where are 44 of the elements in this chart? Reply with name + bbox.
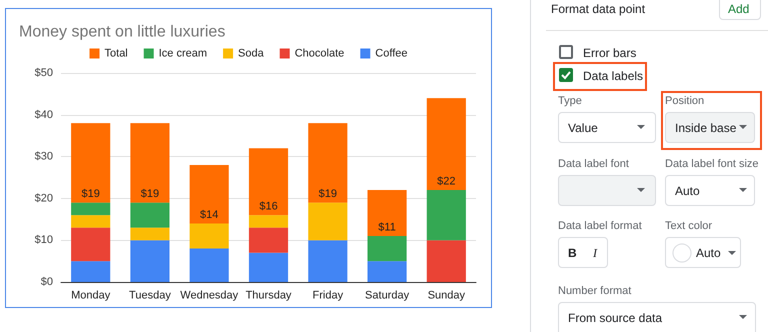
x-tick-label: Saturday [365,290,410,302]
legend-label: Total [104,48,128,60]
text: Text color [665,220,712,232]
text: Number format [558,285,632,297]
text: From source data [568,311,662,325]
text: Data label font size [665,158,759,170]
data-label: $19 [318,188,337,200]
text: Value [568,121,598,135]
text: Auto [675,184,700,198]
x-tick-label: Wednesday [180,290,239,302]
text: Add [728,2,750,16]
text: Data label format [558,220,642,232]
text: Error bars [583,46,636,60]
y-tick-label: $10 [34,234,53,246]
y-tick-label: $0 [40,276,53,288]
y-tick-label: $30 [34,150,53,163]
text: Type [558,95,582,107]
y-tick-label: $20 [34,192,53,204]
data-label: $19 [140,188,160,200]
chart-title: Money spent on little luxuries [19,24,226,40]
text: B [568,246,577,260]
x-tick-label: Friday [312,290,344,302]
x-tick-label: Thursday [246,290,292,302]
text: Format data point [551,2,646,16]
legend-label: Ice cream [158,48,208,60]
y-tick-label: $50 [34,67,53,79]
data-label: $14 [200,208,218,221]
data-label: $11 [378,222,396,234]
y-tick-label: $40 [34,108,53,121]
x-tick-label: Sunday [428,290,466,302]
data-label: $22 [437,176,456,188]
text: Position [665,95,704,107]
text: Auto [696,246,721,260]
x-tick-label: Tuesday [129,290,172,302]
text: Data label font [558,158,629,170]
data-label: $16 [259,200,278,213]
legend-label: Coffee [375,48,408,60]
text: Inside base [675,121,736,135]
legend-label: Chocolate [294,48,344,60]
legend-label: Soda [238,48,265,60]
text: Data labels [583,69,644,83]
x-tick-label: Monday [71,290,111,302]
data-label: $19 [81,188,100,200]
text: I [593,246,597,261]
